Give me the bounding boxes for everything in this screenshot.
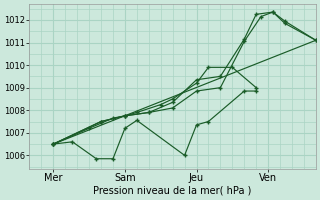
X-axis label: Pression niveau de la mer( hPa ): Pression niveau de la mer( hPa )	[93, 186, 252, 196]
